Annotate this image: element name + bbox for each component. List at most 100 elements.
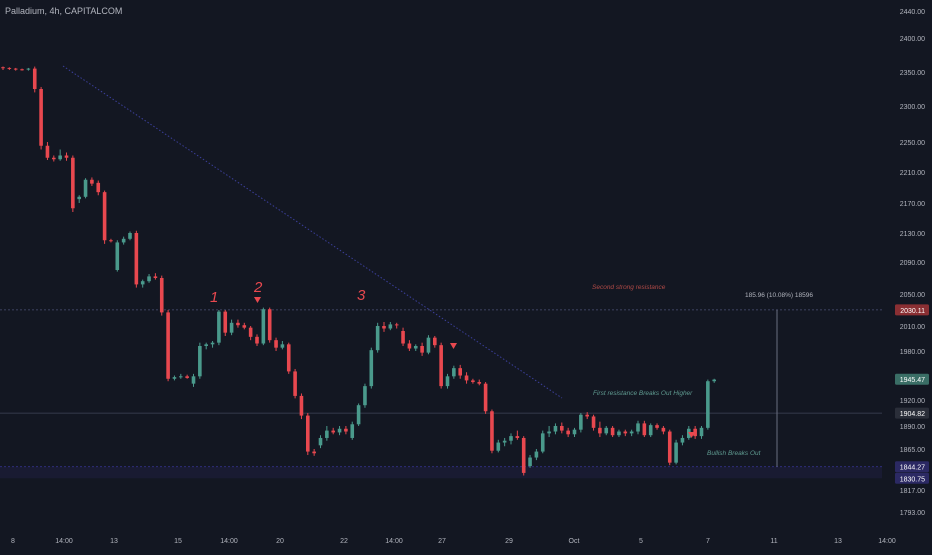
time-tick-label: 7 — [706, 538, 710, 545]
candle — [407, 340, 412, 351]
candle-body — [236, 322, 240, 326]
candle — [58, 149, 62, 161]
candle — [179, 373, 183, 379]
candle — [83, 178, 88, 199]
measure-label: 185.96 (10.08%) 18596 — [745, 292, 813, 299]
candle — [433, 336, 437, 348]
price-box-value: 2030.11 — [900, 308, 925, 315]
price-tick-label: 2250.00 — [900, 140, 925, 147]
peak-marker-icon — [254, 297, 261, 303]
candle-body — [20, 69, 24, 71]
candle-body — [71, 157, 75, 209]
candle-body — [7, 67, 12, 69]
candle-body — [210, 342, 215, 345]
candle — [223, 310, 228, 336]
candle — [306, 413, 310, 455]
candle-body — [204, 344, 208, 346]
candle-body — [375, 326, 380, 351]
time-tick-label: 20 — [276, 538, 284, 545]
candle-body — [318, 437, 323, 446]
candle-body — [306, 415, 310, 452]
candle — [299, 393, 304, 420]
candle-body — [128, 233, 132, 239]
candle-body — [483, 383, 488, 412]
candle-body — [445, 376, 450, 387]
candle-body — [248, 327, 253, 337]
candle — [172, 375, 177, 381]
candle-body — [325, 430, 329, 438]
candle-body — [477, 382, 482, 384]
candle-body — [242, 325, 247, 328]
candle — [109, 238, 113, 243]
candle-body — [413, 346, 418, 349]
candle — [261, 307, 266, 346]
candle-body — [102, 192, 107, 241]
candle — [572, 427, 577, 438]
candle — [712, 378, 716, 383]
candle — [325, 426, 329, 441]
candle-body — [540, 433, 545, 452]
candle — [375, 322, 380, 353]
candle-body — [566, 430, 570, 435]
time-tick-label: 15 — [174, 538, 182, 545]
candle — [693, 426, 697, 439]
price-tick-label: 1980.00 — [900, 349, 925, 356]
price-box — [895, 373, 929, 385]
price-tick-label: 1865.00 — [900, 447, 925, 454]
candle — [439, 342, 443, 389]
candle-body — [45, 145, 50, 158]
candle — [64, 152, 69, 161]
price-tick-label: 1890.00 — [900, 424, 925, 431]
candle-body — [699, 427, 704, 437]
candle — [642, 420, 647, 438]
candle-body — [382, 326, 386, 329]
price-box — [895, 461, 929, 473]
candle-body — [1, 67, 5, 69]
candle-body — [147, 276, 151, 282]
price-box-value: 1830.75 — [900, 476, 925, 483]
time-tick-label: 22 — [340, 538, 348, 545]
candle — [496, 439, 501, 453]
candle-body — [706, 381, 710, 428]
candle-body — [58, 155, 62, 160]
candle-body — [198, 346, 202, 377]
candle — [585, 412, 589, 420]
candle — [655, 423, 659, 430]
candle-body — [528, 457, 532, 467]
candle — [20, 68, 24, 71]
candle — [413, 344, 418, 351]
candle-body — [464, 375, 469, 381]
candle — [350, 421, 355, 440]
candle — [388, 322, 393, 331]
candle-body — [394, 324, 399, 326]
price-axis[interactable]: 2440.00 2400.00 2350.00 2300.00 2250.00 2210.… — [895, 9, 929, 517]
price-tick-label: 1920.00 — [900, 398, 925, 405]
candle-body — [159, 278, 164, 313]
price-tick-label: 2010.00 — [900, 324, 925, 331]
candle-body — [331, 430, 335, 433]
candle — [267, 307, 272, 343]
candle-body — [648, 425, 653, 436]
time-tick-label: Oct — [569, 538, 580, 545]
candle-body — [579, 414, 583, 430]
candle — [521, 436, 526, 476]
candle — [490, 409, 494, 454]
candle-body — [667, 431, 672, 463]
candle-body — [356, 405, 361, 425]
price-tick-label: 2440.00 — [900, 9, 925, 16]
candle-body — [26, 68, 31, 70]
candle — [128, 231, 132, 241]
candle — [356, 403, 361, 426]
price-box-value: 1904.82 — [900, 411, 925, 418]
candle — [236, 319, 240, 328]
candle — [629, 429, 634, 437]
candle — [452, 365, 456, 379]
candle-body — [39, 89, 43, 146]
price-label-box: 1844.27 — [895, 461, 929, 473]
time-axis[interactable]: 8 14:00 13 15 14:00 20 22 14:00 27 29 Oct 5 7 11 13 14:… — [11, 538, 896, 545]
candle-body — [439, 345, 443, 387]
candle — [102, 190, 107, 244]
price-tick-label: 2090.00 — [900, 260, 925, 267]
candle — [312, 449, 316, 456]
